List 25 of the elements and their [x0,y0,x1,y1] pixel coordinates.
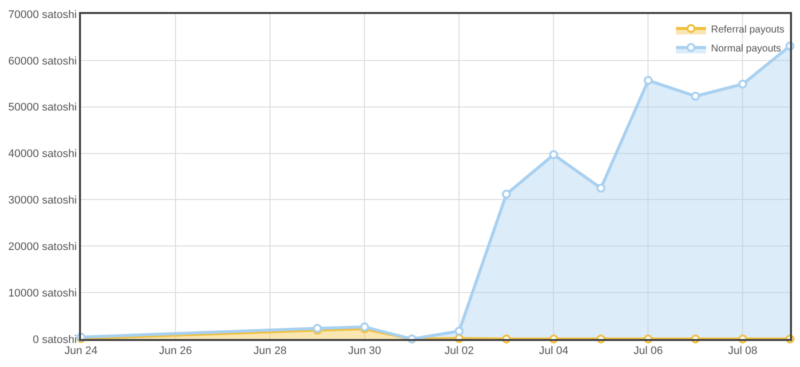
point [454,326,464,336]
legend-label: Normal payouts [711,43,782,54]
y-tick-label: 10000 satoshi [8,287,77,300]
point [502,190,511,199]
x-tick-label: Jun 26 [159,345,192,358]
point [644,76,653,85]
x-tick-label: Jul 06 [634,345,663,358]
y-tick-label: 70000 satoshi [8,8,77,21]
x-tick-label: Jul 02 [444,345,474,358]
point [738,80,748,89]
y-tick-label: 0 satoshi [32,334,77,346]
x-tick-label: Jun 30 [348,345,382,358]
y-tick-label: 30000 satoshi [8,194,77,207]
point [549,150,558,160]
x-tick-label: Jun 24 [64,345,98,358]
x-tick-label: Jul 04 [538,345,568,358]
x-tick-label: Jun 28 [254,345,287,358]
y-tick-label: 50000 satoshi [8,102,77,114]
y-tick-label: 40000 satoshi [8,148,77,160]
point [596,184,606,193]
y-tick-label: 20000 satoshi [8,240,77,253]
legend-label: Referral payouts [711,24,784,36]
x-tick-label: Jul 08 [728,345,758,358]
y-tick-label: 60000 satoshi [8,55,77,68]
point [690,92,700,101]
